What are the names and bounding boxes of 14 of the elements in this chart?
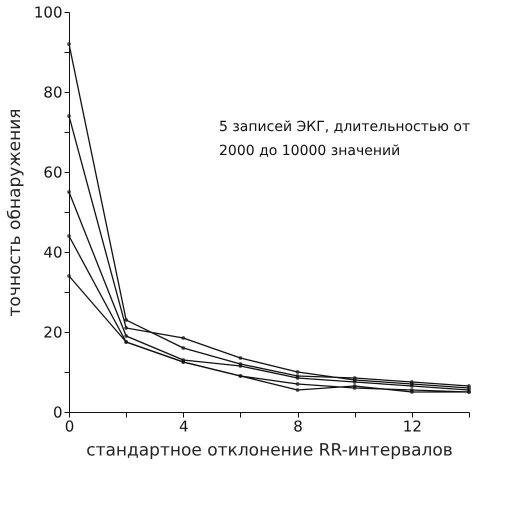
x-axis-title: стандартное отклонение RR-интервалов bbox=[86, 440, 453, 460]
x-tick-label: 8 bbox=[293, 418, 303, 436]
x-tick-label: 12 bbox=[402, 418, 422, 436]
y-tick-label: 100 bbox=[34, 4, 62, 22]
y-tick-label: 60 bbox=[43, 164, 62, 182]
x-tick-label: 0 bbox=[64, 418, 74, 436]
y-tick-label: 0 bbox=[52, 404, 62, 422]
y-tick-label: 40 bbox=[43, 244, 62, 262]
y-tick-label: 20 bbox=[43, 324, 62, 342]
y-axis-title: точность обнаружения bbox=[4, 108, 25, 316]
annotation: 5 записей ЭКГ, длительностью от bbox=[219, 119, 470, 135]
y-tick-label: 80 bbox=[43, 84, 62, 102]
x-tick-label: 4 bbox=[179, 418, 189, 436]
annotation: 2000 до 10000 значений bbox=[219, 143, 400, 159]
